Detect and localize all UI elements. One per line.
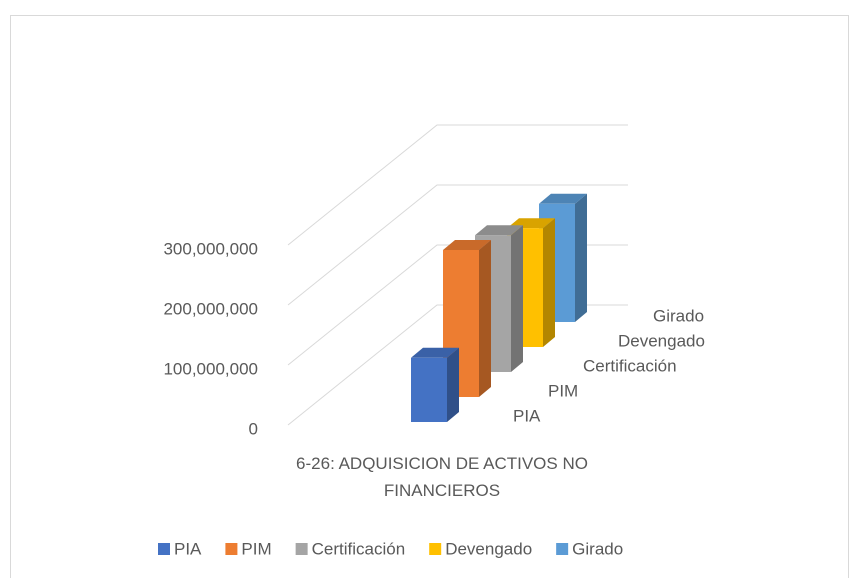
legend-swatch xyxy=(158,543,170,555)
bar-side xyxy=(447,347,459,422)
bar-side xyxy=(479,240,491,397)
depth-axis-label: Devengado xyxy=(618,331,705,350)
y-tick-label: 200,000,000 xyxy=(163,299,258,318)
legend-label: Certificación xyxy=(312,539,406,558)
legend-label: Devengado xyxy=(445,539,532,558)
depth-axis-label: PIA xyxy=(513,406,541,425)
bar-side xyxy=(543,218,555,347)
bar-side xyxy=(575,193,587,322)
legend-label: Girado xyxy=(572,539,623,558)
depth-axis-label: Certificación xyxy=(583,356,677,375)
bar-top xyxy=(539,193,587,204)
legend-label: PIM xyxy=(241,539,271,558)
depth-axis-label: PIM xyxy=(548,381,578,400)
legend-swatch xyxy=(429,543,442,555)
legend-swatch xyxy=(556,543,569,555)
bar-side xyxy=(511,225,523,372)
y-tick-label: 0 xyxy=(249,419,258,438)
grid-line xyxy=(287,124,628,246)
category-label: 6-26: ADQUISICION DE ACTIVOS NO FINANCIE… xyxy=(296,454,588,500)
legend-label: PIA xyxy=(174,539,202,558)
bar-top xyxy=(411,347,459,358)
y-tick-label: 300,000,000 xyxy=(163,239,258,258)
legend-swatch xyxy=(225,543,238,555)
grid-line xyxy=(287,184,628,306)
bar xyxy=(411,357,447,422)
y-tick-label: 100,000,000 xyxy=(163,359,258,378)
chart-border xyxy=(10,15,849,578)
legend-swatch xyxy=(295,543,308,555)
depth-axis-label: Girado xyxy=(653,306,704,325)
bar-top xyxy=(443,240,491,250)
bar-top xyxy=(475,225,523,236)
